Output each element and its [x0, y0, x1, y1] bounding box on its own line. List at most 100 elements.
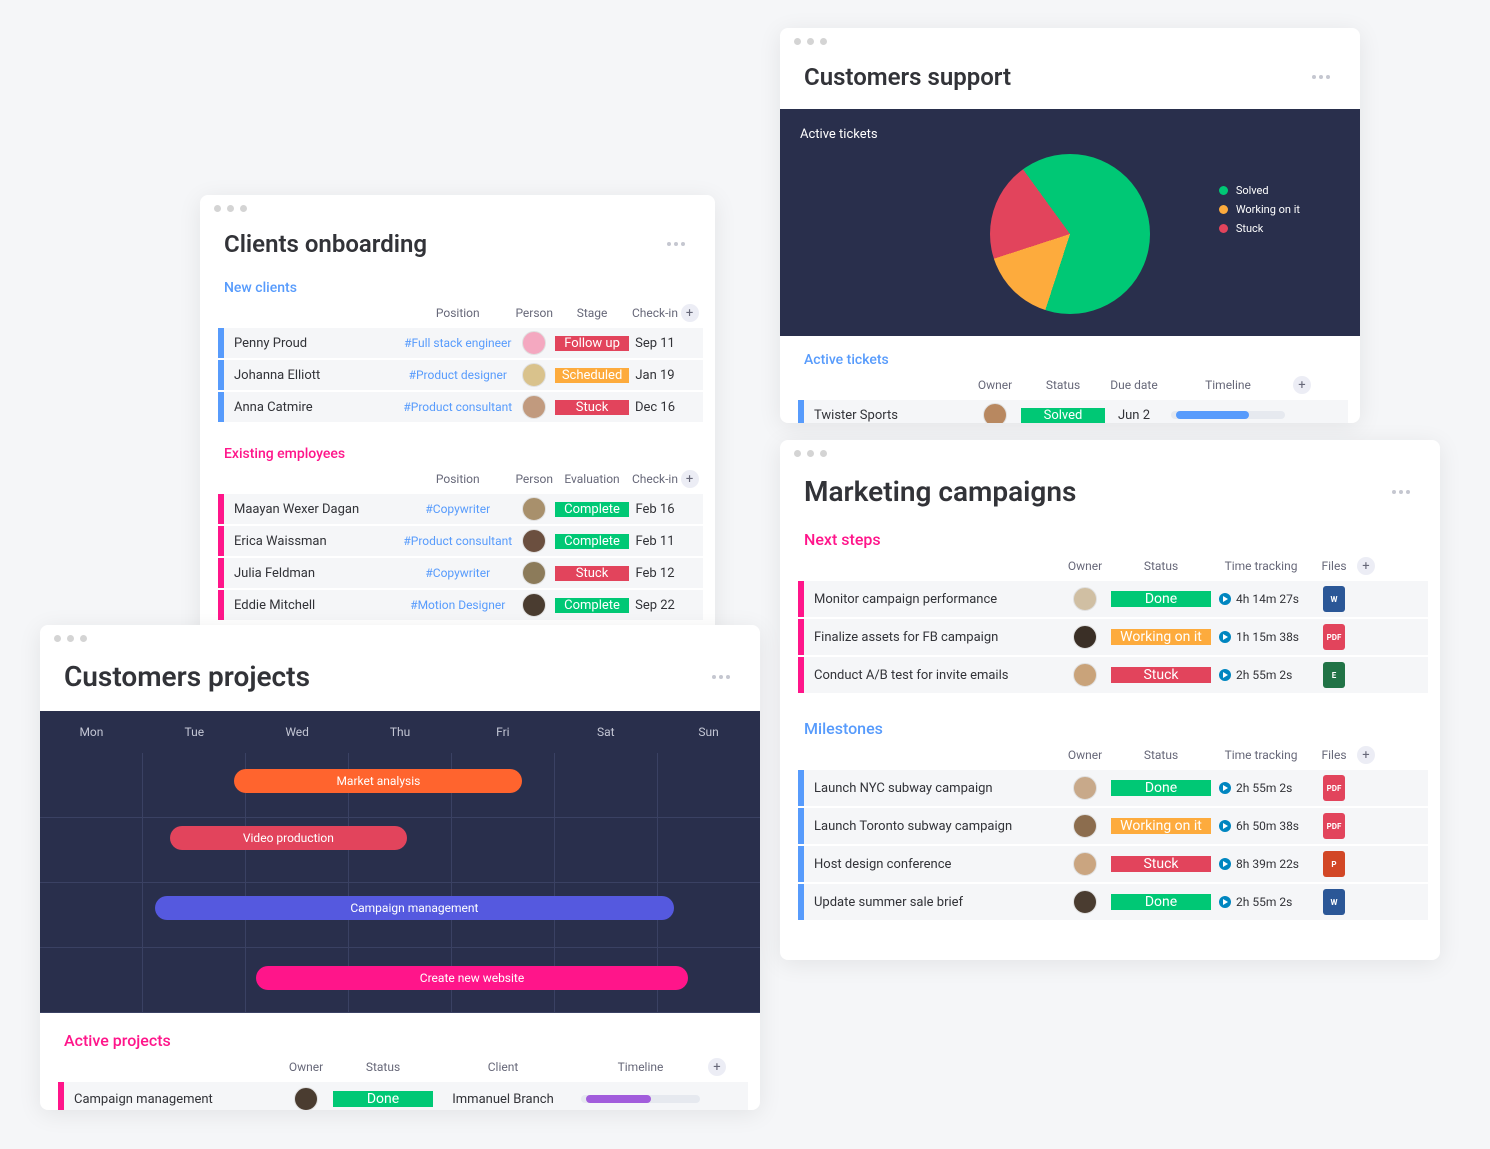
window-dots [200, 195, 715, 218]
time-tracking[interactable]: 1h 15m 38s [1211, 630, 1311, 644]
legend-item: Solved [1219, 184, 1300, 197]
avatar [522, 363, 546, 387]
calendar-bar[interactable]: Create new website [256, 966, 688, 990]
group-title[interactable]: New clients [200, 276, 715, 304]
status-cell[interactable]: Follow up [555, 336, 630, 351]
time-tracking[interactable]: 2h 55m 2s [1211, 781, 1311, 795]
add-column[interactable]: + [1357, 746, 1375, 764]
time-tracking[interactable]: 8h 39m 22s [1211, 857, 1311, 871]
group-title[interactable]: Active tickets [780, 348, 1360, 376]
calendar-bar[interactable]: Video production [170, 826, 408, 850]
calendar-day-header: Sun [657, 711, 760, 753]
status-cell[interactable]: Working on it [1111, 629, 1211, 645]
avatar [983, 403, 1007, 423]
status-cell[interactable]: Stuck [555, 566, 630, 581]
pie-title: Active tickets [800, 127, 1340, 142]
window-dots [780, 28, 1360, 51]
table-row[interactable]: Monitor campaign performance Done 4h 14m… [804, 581, 1428, 617]
file-badge[interactable]: W [1323, 586, 1345, 612]
play-icon[interactable] [1219, 631, 1231, 643]
play-icon[interactable] [1219, 593, 1231, 605]
projects-title: Customers projects [64, 660, 310, 693]
kebab-menu[interactable] [661, 236, 691, 252]
play-icon[interactable] [1219, 782, 1231, 794]
play-icon[interactable] [1219, 858, 1231, 870]
time-tracking[interactable]: 2h 55m 2s [1211, 668, 1311, 682]
timeline-bar[interactable] [581, 1095, 700, 1103]
play-icon[interactable] [1219, 896, 1231, 908]
table-row[interactable]: Penny Proud #Full stack engineer Follow … [224, 328, 703, 358]
add-column[interactable]: + [681, 470, 699, 488]
kebab-menu[interactable] [706, 669, 736, 685]
status-cell[interactable]: Scheduled [555, 368, 630, 383]
status-cell[interactable]: Complete [555, 598, 630, 613]
table-row[interactable]: Erica Waissman #Product consultant Compl… [224, 526, 703, 556]
add-column[interactable]: + [1293, 376, 1311, 394]
calendar-panel: MonTueWedThuFriSatSun Market analysisVid… [40, 711, 760, 1013]
kebab-menu[interactable] [1306, 69, 1336, 85]
group-title[interactable]: Next steps [780, 526, 1440, 557]
position-link[interactable]: #Copywriter [425, 502, 490, 516]
status-cell[interactable]: Stuck [1111, 667, 1211, 683]
time-tracking[interactable]: 6h 50m 38s [1211, 819, 1311, 833]
table-row[interactable]: Conduct A/B test for invite emails Stuck… [804, 657, 1428, 693]
table-row[interactable]: Campaign management Done Immanuel Branch [64, 1082, 748, 1110]
file-badge[interactable]: E [1323, 662, 1345, 688]
status-cell[interactable]: Done [1111, 780, 1211, 796]
status-cell[interactable]: Done [333, 1091, 433, 1107]
avatar [522, 593, 546, 617]
table-row[interactable]: Anna Catmire #Product consultant Stuck D… [224, 392, 703, 422]
table-row[interactable]: Johanna Elliott #Product designer Schedu… [224, 360, 703, 390]
status-cell[interactable]: Working on it [1111, 818, 1211, 834]
projects-card: Customers projects MonTueWedThuFriSatSun… [40, 625, 760, 1110]
status-cell[interactable]: Solved [1021, 408, 1105, 423]
status-cell[interactable]: Done [1111, 894, 1211, 910]
group-title[interactable]: Existing employees [200, 442, 715, 470]
timeline-bar[interactable] [1171, 411, 1285, 419]
calendar-day-header: Tue [143, 711, 246, 753]
table-row[interactable]: Maayan Wexer Dagan #Copywriter Complete … [224, 494, 703, 524]
time-tracking[interactable]: 2h 55m 2s [1211, 895, 1311, 909]
table-row[interactable]: Finalize assets for FB campaign Working … [804, 619, 1428, 655]
avatar [1073, 587, 1097, 611]
avatar [1073, 776, 1097, 800]
position-link[interactable]: #Product consultant [403, 400, 512, 414]
file-badge[interactable]: PDF [1323, 813, 1345, 839]
file-badge[interactable]: W [1323, 889, 1345, 915]
position-link[interactable]: #Product designer [409, 368, 507, 382]
position-link[interactable]: #Product consultant [403, 534, 512, 548]
position-link[interactable]: #Copywriter [425, 566, 490, 580]
file-badge[interactable]: PDF [1323, 775, 1345, 801]
file-badge[interactable]: P [1323, 851, 1345, 877]
calendar-day-header: Mon [40, 711, 143, 753]
play-icon[interactable] [1219, 669, 1231, 681]
status-cell[interactable]: Complete [555, 534, 630, 549]
add-column[interactable]: + [681, 304, 699, 322]
add-column[interactable]: + [708, 1058, 726, 1076]
table-row[interactable]: Launch Toronto subway campaign Working o… [804, 808, 1428, 844]
position-link[interactable]: #Motion Designer [410, 598, 505, 612]
add-column[interactable]: + [1357, 557, 1375, 575]
table-row[interactable]: Julia Feldman #Copywriter Stuck Feb 12 [224, 558, 703, 588]
file-badge[interactable]: PDF [1323, 624, 1345, 650]
calendar-bar[interactable]: Campaign management [155, 896, 673, 920]
table-row[interactable]: Update summer sale brief Done 2h 55m 2s … [804, 884, 1428, 920]
position-link[interactable]: #Full stack engineer [404, 336, 511, 350]
table-row[interactable]: Twister Sports Solved Jun 2 [804, 400, 1348, 423]
support-card: Customers support Active tickets SolvedW… [780, 28, 1360, 423]
status-cell[interactable]: Stuck [1111, 856, 1211, 872]
table-row[interactable]: Host design conference Stuck 8h 39m 22s … [804, 846, 1428, 882]
calendar-bar[interactable]: Market analysis [234, 769, 522, 793]
group-title[interactable]: Active projects [40, 1027, 760, 1058]
play-icon[interactable] [1219, 820, 1231, 832]
table-row[interactable]: Eddie Mitchell #Motion Designer Complete… [224, 590, 703, 620]
status-cell[interactable]: Done [1111, 591, 1211, 607]
status-cell[interactable]: Complete [555, 502, 630, 517]
time-tracking[interactable]: 4h 14m 27s [1211, 592, 1311, 606]
table-row[interactable]: Launch NYC subway campaign Done 2h 55m 2… [804, 770, 1428, 806]
avatar [522, 497, 546, 521]
group-title[interactable]: Milestones [780, 715, 1440, 746]
status-cell[interactable]: Stuck [555, 400, 630, 415]
kebab-menu[interactable] [1386, 484, 1416, 500]
avatar [1073, 852, 1097, 876]
